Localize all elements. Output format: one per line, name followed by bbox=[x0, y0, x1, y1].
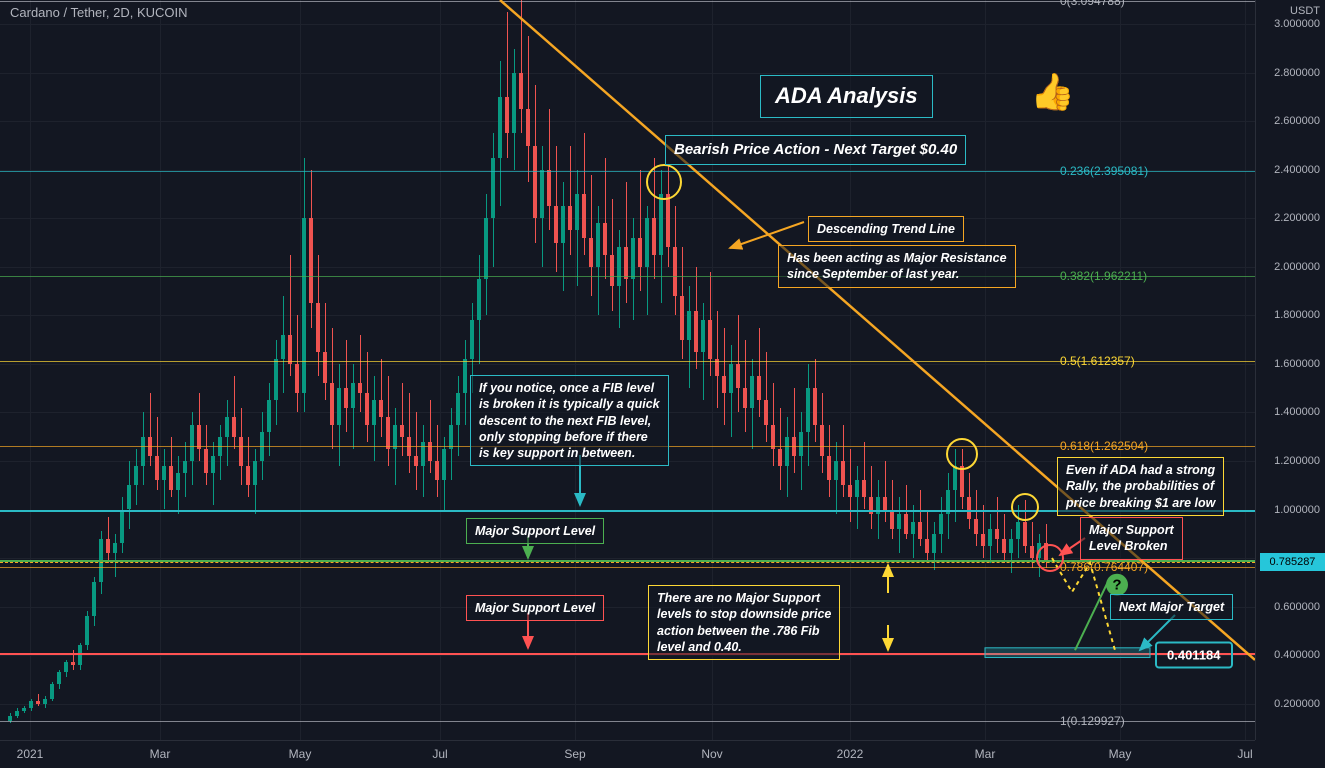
y-tick: 3.000000 bbox=[1260, 18, 1325, 30]
x-tick: May bbox=[1109, 747, 1132, 761]
trend-label: Descending Trend Line bbox=[808, 216, 964, 242]
y-tick: 2.600000 bbox=[1260, 115, 1325, 127]
y-tick: 2.400000 bbox=[1260, 164, 1325, 176]
fib-label: 1(0.129927) bbox=[1060, 714, 1125, 728]
current-price-tag: 0.785287 bbox=[1260, 553, 1325, 571]
y-tick: 1.800000 bbox=[1260, 309, 1325, 321]
target-price-pill: 0.401184 bbox=[1155, 641, 1233, 668]
y-tick: 2.800000 bbox=[1260, 67, 1325, 79]
y-tick: 1.000000 bbox=[1260, 504, 1325, 516]
fib-label: 0.5(1.612357) bbox=[1060, 354, 1135, 368]
fib-note: If you notice, once a FIB level is broke… bbox=[470, 375, 669, 466]
y-tick: 1.400000 bbox=[1260, 406, 1325, 418]
y-tick: 0.600000 bbox=[1260, 601, 1325, 613]
y-tick: 0.400000 bbox=[1260, 649, 1325, 661]
gap-note: There are no Major Support levels to sto… bbox=[648, 585, 840, 660]
marker-circle bbox=[1011, 493, 1039, 521]
price-axis[interactable]: USDT 0.2000000.4000000.6000000.8000001.0… bbox=[1255, 0, 1325, 740]
headline-box: ADA Analysis bbox=[760, 75, 933, 118]
pair-title: Cardano / Tether, 2D, KUCOIN bbox=[10, 5, 188, 20]
x-tick: Jul bbox=[432, 747, 447, 761]
x-tick: 2021 bbox=[17, 747, 44, 761]
chart-root[interactable]: Cardano / Tether, 2D, KUCOIN USDT 0.2000… bbox=[0, 0, 1325, 768]
fib-label: 0.382(1.962211) bbox=[1060, 269, 1147, 283]
msl2: Major Support Level bbox=[466, 595, 604, 621]
rally-note: Even if ADA had a strong Rally, the prob… bbox=[1057, 457, 1224, 516]
fib-label: 0(3.094788) bbox=[1060, 0, 1125, 8]
time-axis[interactable]: 2021 Mar May Jul Sep Nov 2022 Mar May Jul bbox=[0, 740, 1255, 768]
y-tick: 0.200000 bbox=[1260, 698, 1325, 710]
broken-note: Major Support Level Broken bbox=[1080, 517, 1183, 560]
x-tick: Mar bbox=[150, 747, 171, 761]
y-tick: 1.200000 bbox=[1260, 455, 1325, 467]
msl1: Major Support Level bbox=[466, 518, 604, 544]
x-tick: Sep bbox=[564, 747, 585, 761]
x-tick: Jul bbox=[1237, 747, 1252, 761]
x-tick: 2022 bbox=[837, 747, 864, 761]
marker-circle bbox=[946, 438, 978, 470]
fib-label: 0.618(1.262504) bbox=[1060, 439, 1148, 453]
trend-note: Has been acting as Major Resistance sinc… bbox=[778, 245, 1016, 288]
y-tick: 2.200000 bbox=[1260, 212, 1325, 224]
x-tick: Nov bbox=[701, 747, 722, 761]
next-target: Next Major Target bbox=[1110, 594, 1233, 620]
marker-circle bbox=[646, 164, 682, 200]
currency-label: USDT bbox=[1290, 5, 1320, 17]
marker-circle bbox=[1036, 544, 1064, 572]
y-tick: 2.000000 bbox=[1260, 261, 1325, 273]
fib-label: 0.236(2.395081) bbox=[1060, 164, 1148, 178]
thumbs-up-icon: 👍 bbox=[1030, 71, 1075, 113]
subheadline-box: Bearish Price Action - Next Target $0.40 bbox=[665, 135, 966, 165]
x-tick: May bbox=[289, 747, 312, 761]
x-tick: Mar bbox=[975, 747, 996, 761]
y-tick: 1.600000 bbox=[1260, 358, 1325, 370]
